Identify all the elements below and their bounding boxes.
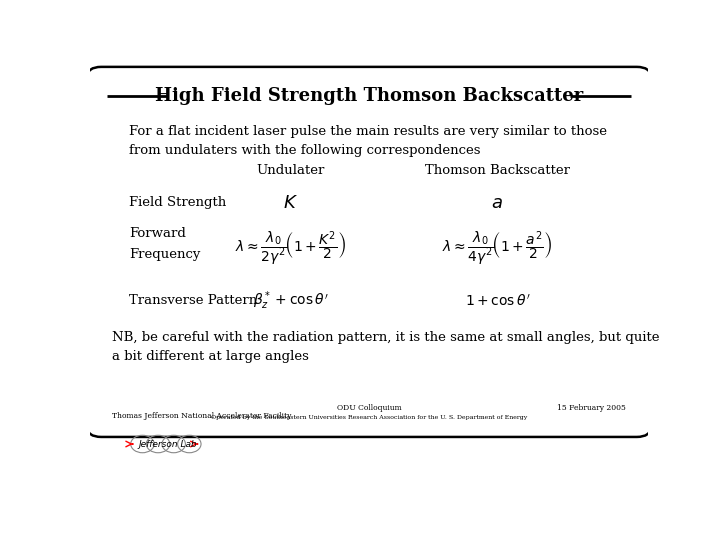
- FancyBboxPatch shape: [87, 67, 651, 437]
- Text: $1 + \cos\theta'$: $1 + \cos\theta'$: [464, 293, 530, 308]
- Text: Undulater: Undulater: [257, 164, 325, 177]
- Text: $\mathit{K}$: $\mathit{K}$: [284, 194, 298, 212]
- Text: Operated by the Southeastern Universities Research Association for the U. S. Dep: Operated by the Southeastern Universitie…: [211, 415, 527, 420]
- Text: Forward
Frequency: Forward Frequency: [129, 227, 200, 261]
- Text: ODU Colloquium: ODU Colloquium: [337, 404, 401, 412]
- Text: $\beta^*_z + \cos\theta'$: $\beta^*_z + \cos\theta'$: [253, 289, 329, 312]
- Text: $\mathit{a}$: $\mathit{a}$: [492, 194, 503, 212]
- Text: Thomson Backscatter: Thomson Backscatter: [425, 164, 570, 177]
- Text: $\lambda \approx \dfrac{\lambda_0}{4\gamma^2}\!\left(1+\dfrac{a^2}{2}\right)$: $\lambda \approx \dfrac{\lambda_0}{4\gam…: [442, 230, 552, 267]
- Text: Transverse Pattern: Transverse Pattern: [129, 294, 257, 307]
- Text: $\lambda \approx \dfrac{\lambda_0}{2\gamma^2}\!\left(1+\dfrac{K^2}{2}\right)$: $\lambda \approx \dfrac{\lambda_0}{2\gam…: [235, 230, 346, 267]
- Text: Field Strength: Field Strength: [129, 195, 226, 208]
- Text: NB, be careful with the radiation pattern, it is the same at small angles, but q: NB, be careful with the radiation patter…: [112, 331, 660, 363]
- Text: For a flat incident laser pulse the main results are very similar to those
from : For a flat incident laser pulse the main…: [129, 125, 607, 157]
- Text: High Field Strength Thomson Backscatter: High Field Strength Thomson Backscatter: [155, 87, 583, 105]
- Text: Thomas Jefferson National Accelerator Facility: Thomas Jefferson National Accelerator Fa…: [112, 412, 292, 420]
- Text: Jefferson Lab: Jefferson Lab: [139, 440, 197, 449]
- Text: 15 February 2005: 15 February 2005: [557, 404, 626, 412]
